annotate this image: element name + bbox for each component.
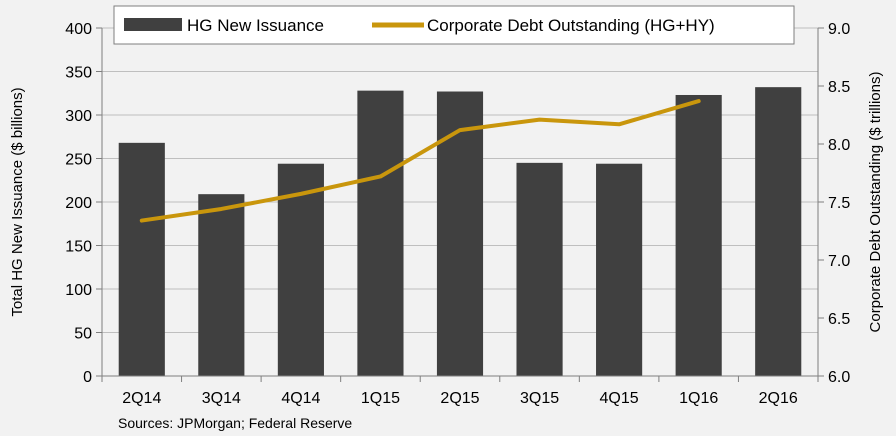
x-tick-label: 3Q15 (520, 390, 559, 407)
bar (277, 163, 324, 376)
x-axis-ticks: 2Q14 3Q14 4Q14 1Q15 2Q15 3Q15 4Q15 1Q16 2Q16 (122, 390, 798, 407)
right-tick-label: 9.0 (828, 21, 850, 38)
x-tick-label: 1Q15 (361, 390, 400, 407)
right-tick-label: 6.0 (828, 369, 850, 386)
bar (118, 142, 165, 376)
x-tick-label: 1Q16 (679, 390, 718, 407)
left-axis-ticks: 0 50 100 150 200 250 300 350 400 (65, 21, 92, 386)
legend-swatch-bar (124, 18, 182, 31)
bar (516, 162, 563, 376)
source-note: Sources: JPMorgan; Federal Reserve (118, 415, 352, 431)
right-tick-label: 8.0 (828, 137, 850, 154)
left-tick-label: 250 (65, 152, 92, 169)
legend-box (113, 5, 795, 45)
x-tick-label: 2Q15 (440, 390, 479, 407)
x-tick-label: 4Q15 (600, 390, 639, 407)
x-tick-label: 2Q16 (759, 390, 798, 407)
left-tick-label: 200 (65, 195, 92, 212)
axes (96, 27, 824, 382)
left-axis-title: Total HG New Issuance ($ billions) (9, 87, 26, 316)
x-tick-label: 3Q14 (202, 390, 241, 407)
x-tick-label: 2Q14 (122, 390, 161, 407)
bar (436, 91, 484, 376)
bar (596, 163, 643, 376)
bar (357, 90, 404, 376)
bar-series (118, 87, 802, 377)
right-tick-label: 6.5 (828, 311, 850, 328)
left-tick-label: 350 (65, 65, 92, 82)
right-axis-ticks: 6.0 6.5 7.0 7.5 8.0 8.5 9.0 (828, 21, 850, 386)
bar (675, 94, 722, 377)
right-tick-label: 7.5 (828, 195, 850, 212)
line-series (139, 99, 701, 223)
left-tick-label: 0 (83, 369, 92, 386)
left-tick-label: 100 (65, 282, 92, 299)
left-tick-label: 300 (65, 108, 92, 125)
x-tick-label: 4Q14 (281, 390, 320, 407)
right-tick-label: 8.5 (828, 79, 850, 96)
bar (755, 87, 802, 376)
legend: HG New Issuance Corporate Debt Outstandi… (113, 5, 795, 45)
debt-line (139, 99, 701, 223)
right-tick-label: 7.0 (828, 253, 850, 270)
left-tick-label: 400 (65, 21, 92, 38)
left-tick-label: 150 (65, 239, 92, 256)
legend-label-line: Corporate Debt Outstanding (HG+HY) (427, 16, 715, 35)
left-tick-label: 50 (74, 326, 92, 343)
legend-label-bar: HG New Issuance (187, 16, 324, 35)
bar (198, 194, 245, 376)
right-axis-title: Corporate Debt Outstanding ($ trillions) (867, 72, 884, 333)
